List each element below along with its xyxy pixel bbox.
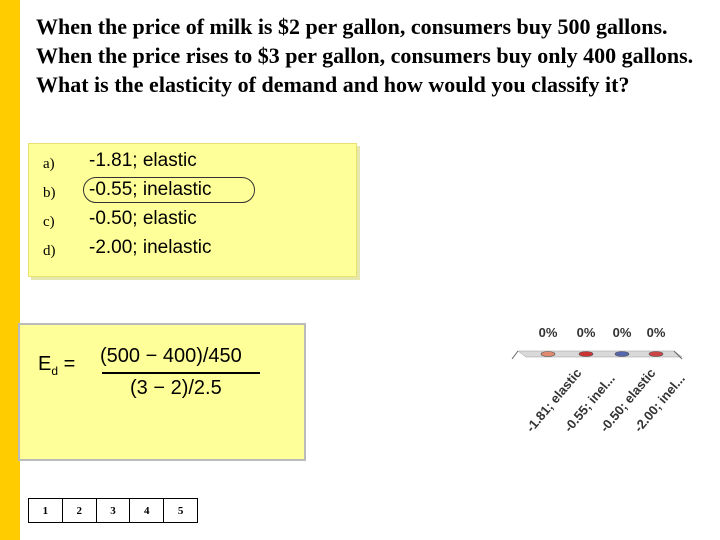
- answer-text: -1.81; elastic: [89, 150, 197, 171]
- formula-denominator: (3 − 2)/2.5: [130, 377, 222, 399]
- answer-letter: c): [43, 214, 55, 230]
- chart-bar: [540, 351, 556, 357]
- countdown-timer: 1 2 3 4 5: [28, 498, 198, 523]
- formula-numerator: (500 − 400)/450: [100, 345, 242, 367]
- chart-bar: [614, 351, 630, 357]
- chart-value-label: 0%: [539, 325, 558, 340]
- left-accent-bar: [0, 0, 20, 540]
- question-text: When the price of milk is $2 per gallon,…: [36, 14, 694, 97]
- formula-box: Ed = (500 − 400)/450 (3 − 2)/2.5: [18, 323, 306, 461]
- chart-value-label: 0%: [647, 325, 666, 340]
- chart-bar: [648, 351, 664, 357]
- countdown-cell: 4: [130, 499, 165, 522]
- countdown-cell: 3: [97, 499, 131, 522]
- chart-bar: [578, 351, 594, 357]
- chart-axis-left: [511, 350, 519, 360]
- chart-value-label: 0%: [613, 325, 632, 340]
- answer-text: -2.00; inelastic: [89, 237, 212, 258]
- answer-letter: b): [43, 185, 56, 201]
- elasticity-symbol: Ed =: [38, 353, 76, 378]
- chart-baseline: [517, 350, 683, 358]
- answer-letter: a): [43, 156, 55, 172]
- answer-choices-box: a) -1.81; elastic b) -0.55; inelastic c)…: [28, 143, 357, 277]
- chart-value-label: 0%: [577, 325, 596, 340]
- countdown-cell: 2: [63, 499, 97, 522]
- answer-text: -0.55; inelastic: [89, 179, 212, 200]
- chart-axis-right: [673, 350, 683, 360]
- countdown-cell: 1: [29, 499, 63, 522]
- answer-letter: d): [43, 243, 56, 259]
- fraction-bar: [102, 372, 260, 374]
- countdown-cell: 5: [177, 504, 184, 517]
- answer-text: -0.50; elastic: [89, 208, 197, 229]
- correct-answer-highlight: [83, 177, 255, 203]
